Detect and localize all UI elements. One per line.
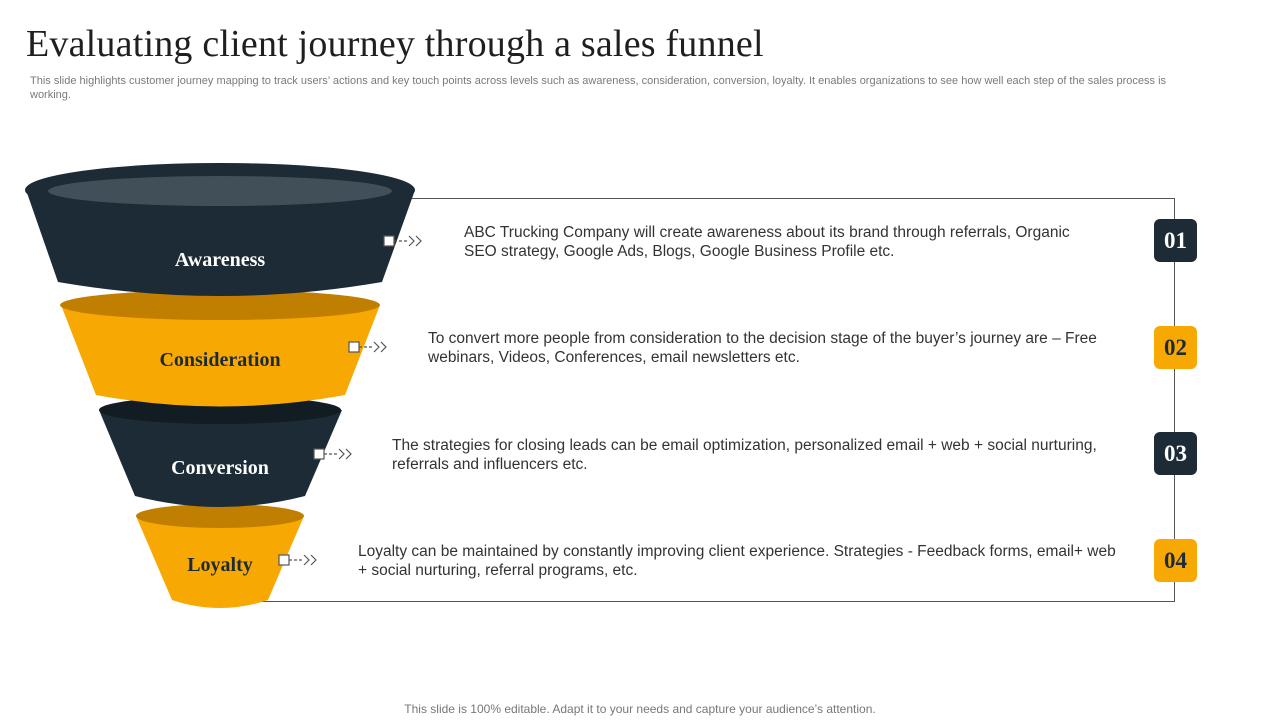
connector-loyalty xyxy=(278,554,317,566)
connector-conversion xyxy=(313,448,352,460)
stage-number-badge-01: 01 xyxy=(1154,219,1197,262)
page-title: Evaluating client journey through a sale… xyxy=(26,23,764,65)
connector-consideration xyxy=(348,341,387,353)
page-subtitle: This slide highlights customer journey m… xyxy=(30,75,1167,101)
double-chevron-icon xyxy=(408,235,422,247)
funnel-stage-loyalty: Loyalty xyxy=(136,504,304,608)
funnel-rim-loyalty xyxy=(136,504,304,528)
stage-number-badge-03: 03 xyxy=(1154,432,1197,475)
funnel-stage-conversion: Conversion xyxy=(99,396,342,507)
funnel-rim-consideration xyxy=(60,290,380,320)
stage-label-conversion: Conversion xyxy=(171,457,269,479)
stage-description-consideration: To convert more people from consideratio… xyxy=(428,330,1097,366)
stage-description-loyalty: Loyalty can be maintained by constantly … xyxy=(358,543,1116,579)
connector-handle xyxy=(313,448,325,460)
funnel-opening xyxy=(48,176,392,206)
stage-description-conversion: The strategies for closing leads can be … xyxy=(392,437,1097,473)
footer-note: This slide is 100% editable. Adapt it to… xyxy=(404,702,876,716)
double-chevron-icon xyxy=(338,448,352,460)
funnel-segment-awareness xyxy=(26,190,415,296)
funnel-segment-consideration xyxy=(61,305,380,407)
stage-number-badge-02: 02 xyxy=(1154,326,1197,369)
double-chevron-icon xyxy=(373,341,387,353)
stage-number-badge-04: 04 xyxy=(1154,539,1197,582)
stage-label-loyalty: Loyalty xyxy=(187,554,253,576)
connector-handle xyxy=(278,554,290,566)
stage-description-awareness: ABC Trucking Company will create awarene… xyxy=(464,224,1070,260)
funnel-stage-consideration: Consideration xyxy=(60,290,380,407)
connector-handle xyxy=(348,341,360,353)
double-chevron-icon xyxy=(303,554,317,566)
funnel-segment-conversion xyxy=(99,410,342,507)
stage-label-consideration: Consideration xyxy=(159,349,280,371)
description-frame xyxy=(250,198,1175,602)
stage-label-awareness: Awareness xyxy=(175,249,266,271)
funnel-segment-loyalty xyxy=(136,516,304,608)
funnel-stage-awareness: Awareness xyxy=(25,163,415,296)
connector-handle xyxy=(383,235,395,247)
connector-awareness xyxy=(383,235,422,247)
